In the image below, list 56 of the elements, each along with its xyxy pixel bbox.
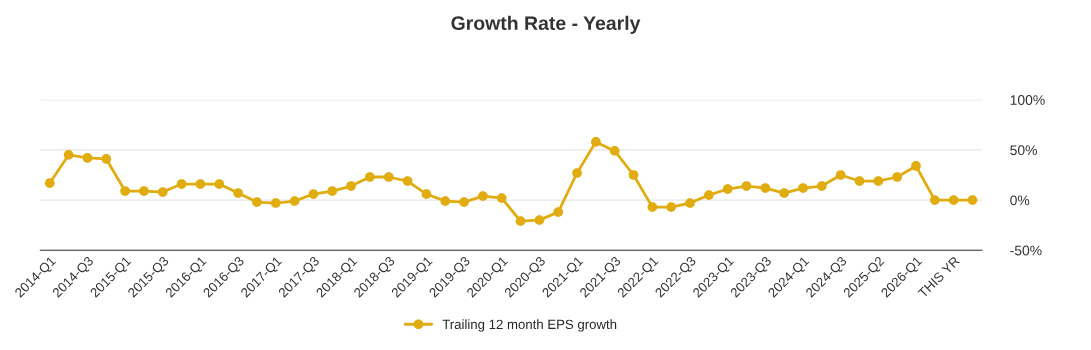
point xyxy=(911,161,921,171)
point xyxy=(82,153,93,163)
point xyxy=(139,186,149,196)
point xyxy=(967,195,978,205)
point xyxy=(176,179,187,189)
point xyxy=(214,179,225,189)
point xyxy=(703,190,714,200)
point xyxy=(873,176,884,186)
point xyxy=(760,183,771,193)
point xyxy=(383,172,394,182)
point xyxy=(120,186,130,196)
point xyxy=(553,207,564,217)
y-tick-label: 100% xyxy=(1010,95,1045,105)
point xyxy=(402,176,413,186)
point xyxy=(421,189,432,199)
point xyxy=(63,150,74,160)
point xyxy=(835,170,846,180)
point xyxy=(308,189,319,199)
point xyxy=(722,184,733,194)
point xyxy=(572,168,582,178)
point xyxy=(233,188,243,198)
point xyxy=(459,197,469,207)
point xyxy=(591,137,601,147)
point xyxy=(534,215,545,226)
point xyxy=(929,195,940,205)
y-tick-label: -50% xyxy=(1010,245,1042,256)
point xyxy=(289,196,300,206)
point xyxy=(101,154,112,164)
point xyxy=(948,195,959,205)
point xyxy=(365,172,375,182)
point xyxy=(892,172,903,182)
point xyxy=(685,198,695,208)
point xyxy=(496,193,507,203)
y-tick-label: 0% xyxy=(1010,195,1030,206)
legend-label: Trailing 12 month EPS growth xyxy=(442,319,617,332)
point xyxy=(741,181,752,191)
point xyxy=(515,216,526,227)
point xyxy=(854,176,865,186)
point xyxy=(327,186,338,196)
chart-title: Growth Rate - Yearly xyxy=(451,15,641,34)
point xyxy=(44,178,55,188)
point xyxy=(270,198,281,208)
point xyxy=(252,197,262,207)
point xyxy=(440,196,451,206)
y-tick-label: 50% xyxy=(1010,145,1037,156)
point xyxy=(478,191,488,201)
point xyxy=(609,146,620,156)
point xyxy=(666,202,677,212)
point xyxy=(195,179,206,189)
point xyxy=(346,181,356,191)
point xyxy=(779,188,790,198)
point xyxy=(647,202,658,212)
point xyxy=(798,183,808,193)
point xyxy=(157,187,168,197)
point xyxy=(816,181,827,191)
point xyxy=(628,170,639,180)
